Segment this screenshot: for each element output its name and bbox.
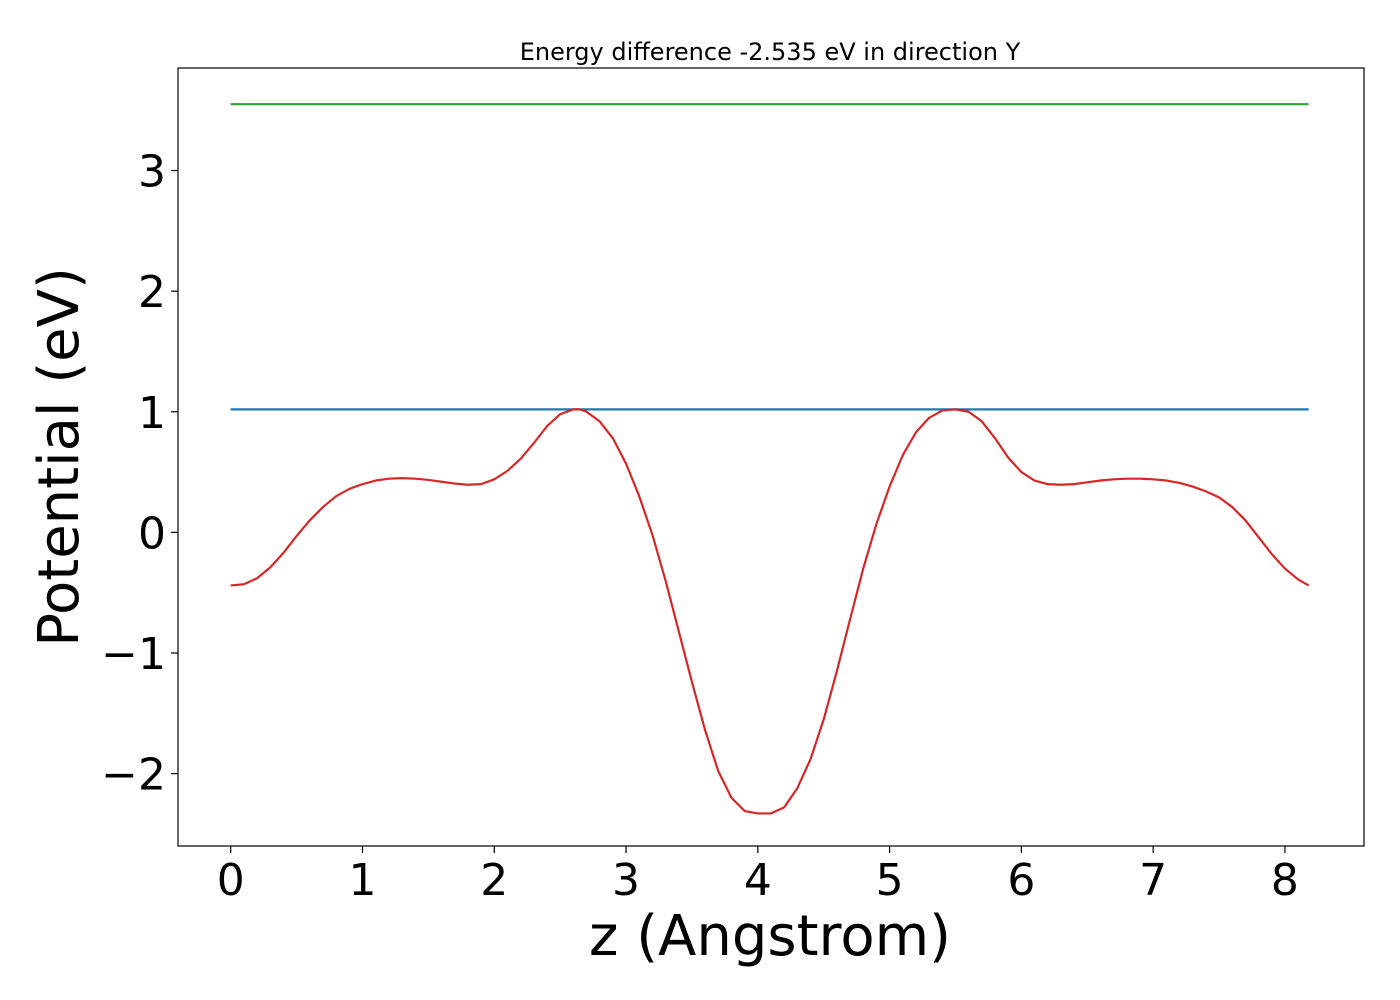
x-tick-label: 7 bbox=[1139, 855, 1167, 906]
y-tick-label: 1 bbox=[138, 388, 166, 439]
y-tick-label: −2 bbox=[101, 750, 166, 801]
y-tick-label: 2 bbox=[138, 267, 166, 318]
series-line-2 bbox=[230, 408, 1310, 815]
x-tick-label: 8 bbox=[1271, 855, 1299, 906]
x-tick-label: 0 bbox=[217, 855, 245, 906]
x-axis-label: z (Angstrom) bbox=[589, 904, 951, 969]
x-tick-label: 3 bbox=[612, 855, 640, 906]
y-tick-label: −1 bbox=[101, 629, 166, 680]
y-tick-label: 0 bbox=[138, 508, 166, 559]
chart-title: Energy difference -2.535 eV in direction… bbox=[520, 38, 1021, 66]
x-tick-label: 4 bbox=[744, 855, 772, 906]
series-layer bbox=[230, 103, 1310, 815]
y-tick-label: 3 bbox=[138, 147, 166, 198]
x-tick-label: 1 bbox=[348, 855, 376, 906]
x-tick-label: 2 bbox=[480, 855, 508, 906]
x-tick-label: 6 bbox=[1007, 855, 1035, 906]
x-axis-ticks: 0 1 2 3 4 5 6 7 8 bbox=[217, 846, 1299, 906]
y-axis-ticks: −2 −1 0 1 2 3 bbox=[101, 147, 178, 801]
x-tick-label: 5 bbox=[876, 855, 904, 906]
y-axis-label: Potential (eV) bbox=[27, 267, 92, 647]
plot-frame bbox=[177, 67, 1365, 847]
